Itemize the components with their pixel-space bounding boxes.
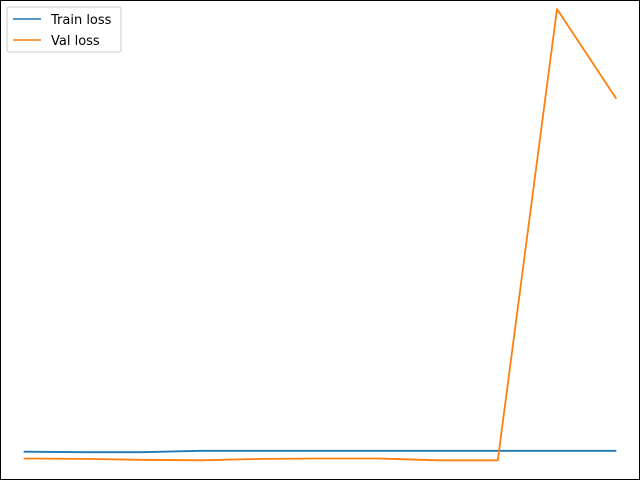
legend-label-train-loss: Train loss (50, 13, 112, 28)
legend: Train loss Val loss (6, 6, 122, 53)
series-layer (23, 8, 618, 462)
series-line-val-loss (23, 8, 618, 462)
series-line-train-loss (23, 449, 617, 454)
legend-label-val-loss: Val loss (51, 34, 100, 49)
